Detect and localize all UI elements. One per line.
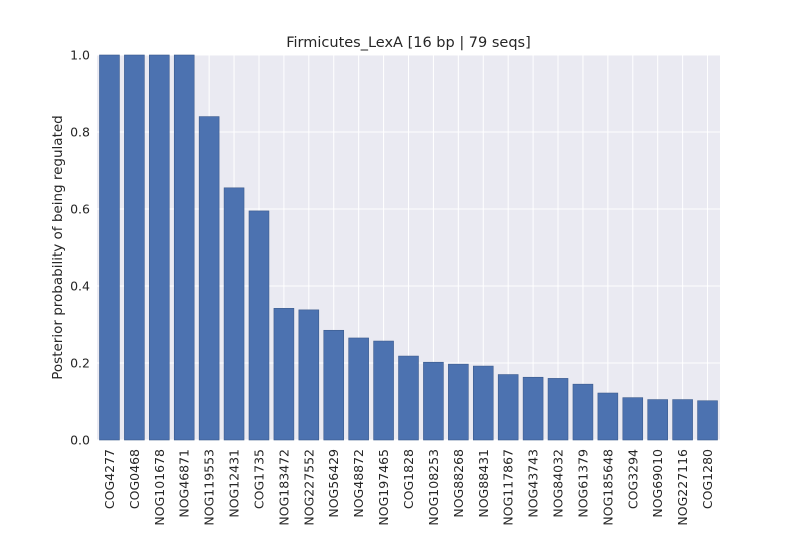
bar-nog88268	[448, 363, 469, 441]
bar-nog69010	[647, 399, 668, 441]
bar-nog48872	[348, 337, 369, 441]
x-tick-label: COG1735	[251, 449, 266, 509]
y-tick-label: 1.0	[70, 48, 90, 63]
y-tick-label: 0.6	[70, 202, 90, 217]
x-tick-label: NOG88268	[451, 449, 466, 518]
bar-cog3294	[622, 397, 644, 441]
bar-nog46871	[173, 54, 195, 441]
x-tick-label: COG1828	[401, 449, 416, 509]
bar-nog197465	[373, 340, 394, 441]
x-tick-label: NOG61379	[575, 449, 590, 518]
bar-cog1828	[398, 355, 419, 441]
chart-title: Firmicutes_LexA [16 bp | 79 seqs]	[286, 35, 531, 51]
bar-nog101678	[149, 54, 170, 441]
y-tick-label: 0.0	[70, 433, 90, 448]
bar-nog227116	[672, 399, 693, 441]
bar-nog108253	[423, 361, 444, 441]
bar-nog117867	[497, 374, 519, 441]
bar-nog43743	[522, 376, 544, 441]
x-tick-label: NOG88431	[476, 449, 491, 518]
y-tick-label: 0.2	[70, 356, 90, 371]
bar-cog1735	[248, 210, 270, 441]
bar-nog84032	[547, 378, 569, 441]
x-tick-label: NOG46871	[177, 449, 192, 518]
y-tick-label: 0.8	[70, 125, 90, 140]
x-tick-labels: COG4277 COG0468 NOG101678 NOG46871 NOG119553…	[102, 449, 715, 526]
bars	[99, 54, 718, 441]
bar-nog119553	[198, 116, 220, 441]
x-tick-label: COG0468	[127, 449, 142, 509]
bar-nog56429	[323, 329, 345, 441]
bar-nog183472	[273, 308, 295, 441]
y-tick-labels: 0.0 0.2 0.4 0.6 0.8 1.0	[70, 48, 90, 448]
bar-nog185648	[597, 392, 619, 441]
x-tick-label: NOG183472	[276, 449, 291, 526]
bar-cog0468	[124, 54, 145, 441]
y-axis-label: Posterior probability of being regulated	[50, 115, 66, 380]
bar-nog12431	[223, 187, 245, 441]
x-tick-label: NOG43743	[526, 449, 541, 518]
x-tick-label: NOG101678	[152, 449, 167, 526]
bar-nog61379	[572, 383, 594, 441]
y-tick-label: 0.4	[70, 279, 90, 294]
x-tick-label: COG4277	[102, 449, 117, 509]
bar-nog88431	[472, 365, 494, 441]
bar-cog4277	[99, 54, 120, 441]
x-tick-label: NOG185648	[600, 449, 615, 526]
x-tick-label: NOG108253	[426, 449, 441, 526]
x-tick-label: NOG84032	[551, 449, 566, 518]
x-tick-label: NOG12431	[227, 449, 242, 518]
x-tick-label: COG3294	[625, 449, 640, 509]
x-tick-label: NOG56429	[326, 449, 341, 518]
x-tick-label: NOG69010	[650, 449, 665, 518]
x-tick-label: NOG197465	[376, 449, 391, 526]
bar-nog227552	[298, 309, 320, 441]
x-tick-label: NOG117867	[501, 449, 516, 526]
bar-cog1280	[697, 400, 718, 441]
x-tick-label: COG1280	[700, 449, 715, 509]
x-tick-label: NOG227552	[301, 449, 316, 526]
x-tick-label: NOG48872	[351, 449, 366, 518]
x-tick-label: NOG119553	[202, 449, 217, 526]
x-tick-label: NOG227116	[675, 449, 690, 526]
